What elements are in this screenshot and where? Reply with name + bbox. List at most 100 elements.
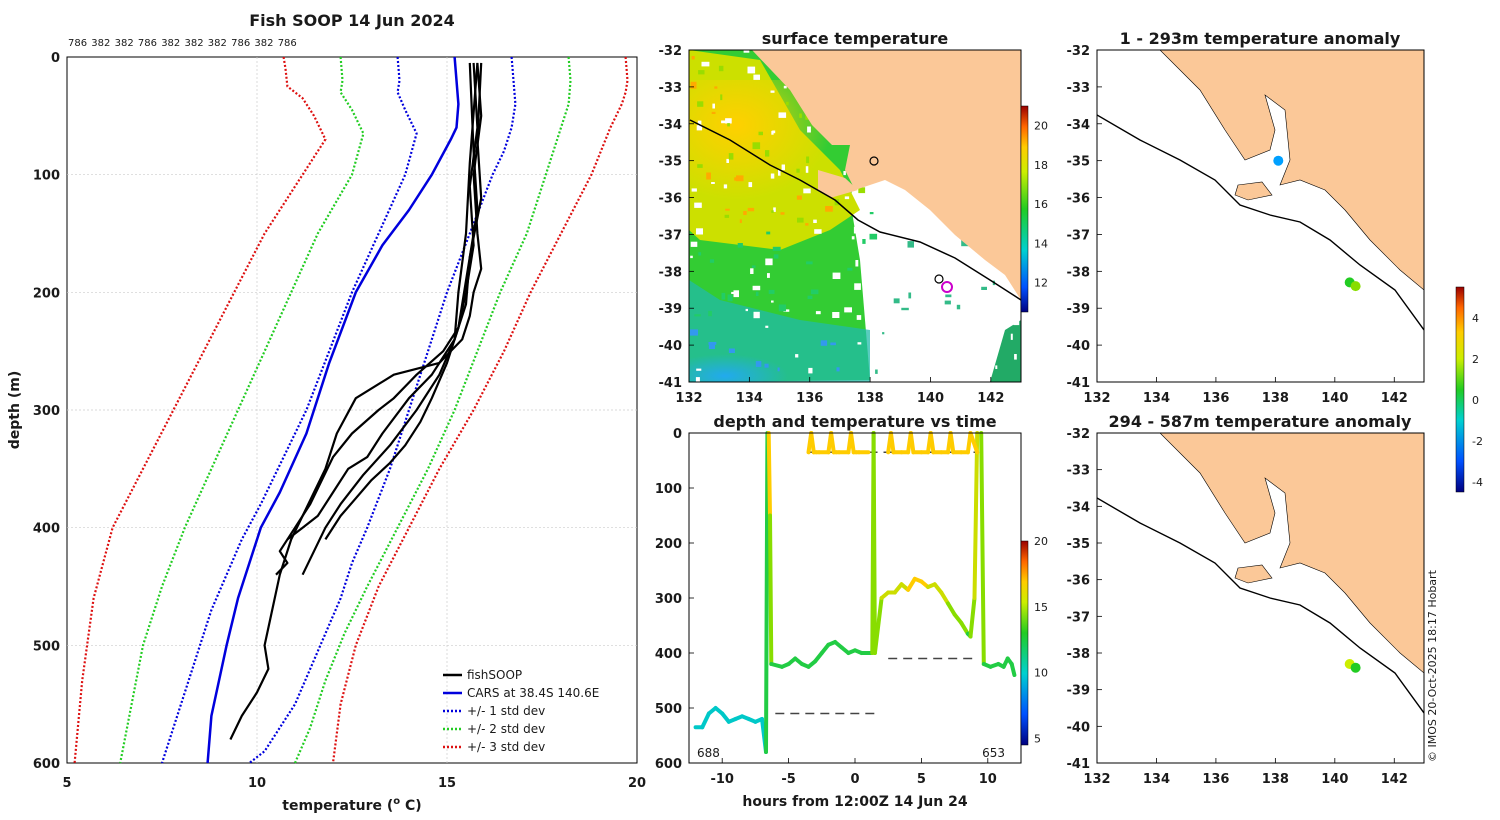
sst-pixel: [771, 210, 774, 213]
sst-pixel: [943, 247, 947, 251]
sst-pixel: [772, 130, 776, 134]
sst-pixel: [796, 195, 802, 200]
sst-pixel: [830, 342, 836, 346]
map-ytick: -37: [1067, 610, 1091, 625]
anomaly-colorbar-tick: 0: [1472, 394, 1479, 407]
sst-pixel: [927, 313, 930, 320]
sst-pixel: [723, 184, 728, 189]
profile-ytick: 300: [33, 404, 60, 419]
map-xtick: 138: [1262, 772, 1289, 787]
sst-pixel: [853, 226, 860, 234]
map-ytick: -41: [1067, 757, 1091, 772]
anomaly-shallow-panel: 1 - 293m temperature anomaly 132 134 136 13…: [1067, 29, 1425, 406]
sst-pixel: [960, 272, 963, 276]
sst-pixel: [974, 298, 981, 303]
map-ytick: -41: [659, 376, 683, 391]
map-xtick: 140: [917, 391, 944, 406]
depth-time-track-segment: [959, 620, 970, 636]
anomaly-shallow-contour: [1097, 114, 1424, 331]
sst-pixel: [832, 312, 840, 318]
sst-pixel: [995, 365, 998, 369]
anomaly-colorbar: [1455, 286, 1465, 493]
sst-pixel: [857, 342, 862, 345]
sst-pixel: [718, 65, 724, 72]
sst-pixel: [808, 367, 813, 374]
sst-pixel: [743, 211, 747, 215]
sst-pixel: [807, 126, 811, 133]
sst-colorbar-tick: 14: [1034, 237, 1048, 250]
std-dev-line: [331, 56, 629, 764]
std-dev-line: [293, 56, 572, 764]
profile-top-label: 382: [91, 38, 110, 49]
depth-time-track-segment: [948, 431, 956, 455]
sst-pixel: [844, 307, 852, 313]
sst-pixel: [785, 101, 789, 106]
depth-time-track-segment: [972, 431, 980, 600]
depth-time-track-segment: [768, 513, 774, 666]
sst-pixel: [783, 85, 787, 89]
depth-time-track-segment: [946, 601, 957, 617]
sst-pixel: [694, 314, 701, 317]
profile-xtick: 10: [248, 776, 266, 791]
profile-std-lines: [73, 56, 629, 764]
sst-map-panel: surface temperature 132 134 136 138 140 142 -3…: [659, 29, 1049, 406]
sst-pixel: [941, 266, 944, 270]
sst-pixel: [771, 300, 774, 303]
sst-pixel: [709, 259, 715, 263]
sst-pixel: [750, 268, 754, 274]
sst-pixel: [691, 56, 695, 60]
sst-pixel: [698, 252, 702, 256]
sst-pixel: [708, 342, 717, 345]
map-xtick: 136: [796, 391, 823, 406]
sst-pixel: [875, 369, 878, 374]
anomaly-deep-title: 294 - 587m temperature anomaly: [1109, 412, 1412, 431]
sst-pixel: [843, 171, 846, 176]
sst-pixel: [750, 69, 754, 72]
sst-pixel: [777, 367, 780, 372]
depth-time-track-segment: [979, 431, 986, 666]
depth-time-colorbar-tick: 20: [1034, 535, 1048, 548]
map-ytick: -32: [659, 44, 683, 59]
profile-xtick: 5: [62, 776, 71, 791]
anomaly-colorbar-tick: 4: [1472, 312, 1479, 325]
sst-pixel: [728, 153, 734, 160]
sst-colorbar-tick: 20: [1034, 120, 1048, 133]
anomaly-deep-points: [1344, 659, 1361, 673]
depth-time-track-segment: [888, 431, 896, 455]
sst-pixel: [893, 298, 900, 304]
sst-pixel: [825, 206, 833, 212]
depth-time-track-segment: [871, 431, 877, 655]
sst-tick-labels: 132 134 136 138 140 142 -32 -33 -34 -35 -36 -37 -38 -…: [659, 44, 1005, 406]
depth-time-track-segment: [764, 431, 770, 754]
depth-time-track-segment: [968, 596, 977, 639]
sst-pixel: [864, 225, 870, 229]
sst-pixel: [969, 318, 977, 323]
sst-pixel: [711, 182, 715, 184]
sst-pixel: [720, 94, 723, 101]
map-ytick: -33: [659, 81, 683, 96]
sst-pixel: [712, 103, 715, 109]
anomaly-colorbar-tick: 2: [1472, 353, 1479, 366]
sst-pixel: [907, 241, 914, 248]
map-xtick: 138: [1262, 391, 1289, 406]
sst-pixel: [805, 166, 809, 173]
sst-pixel: [964, 371, 968, 377]
sst-field-cold: [689, 320, 869, 382]
credit-text: © IMOS 20-Oct-2025 18:17 Hobart: [1426, 569, 1439, 762]
depth-time-track-segment: [906, 576, 917, 592]
map-ytick: -35: [1067, 155, 1091, 170]
sst-pixel: [753, 311, 760, 319]
depth-time-ytick: 200: [655, 537, 682, 552]
sst-cast-marker-2: [941, 281, 953, 293]
sst-pixel: [1003, 316, 1008, 319]
sst-kangaroo-island: [818, 170, 858, 198]
anomaly-colorbar-tick: -2: [1472, 435, 1483, 448]
sst-pixel: [869, 233, 878, 240]
sst-pixel: [708, 343, 715, 349]
map-xtick: 132: [1083, 772, 1110, 787]
map-xtick: 140: [1321, 772, 1348, 787]
map-xtick: 142: [977, 391, 1004, 406]
sst-colorbar-ticks: 12 14 16 18 20: [1034, 120, 1048, 290]
anomaly-shallow-frame: [1096, 49, 1425, 383]
sst-pixel: [766, 231, 771, 235]
